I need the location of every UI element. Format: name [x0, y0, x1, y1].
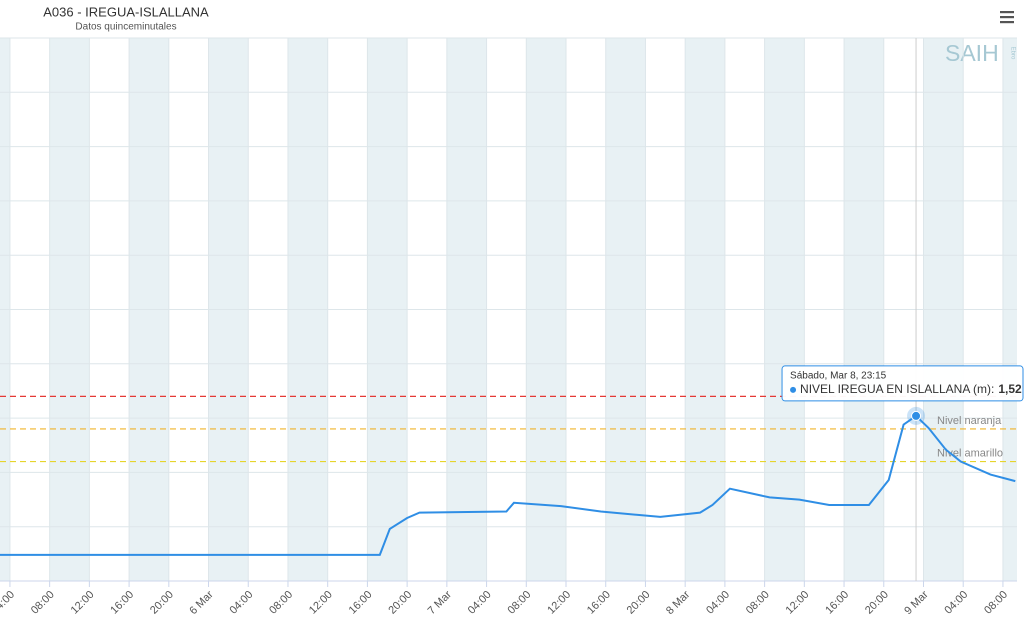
x-tick-label: 12:00 [784, 589, 812, 617]
x-tick-label: 04:00 [0, 589, 17, 617]
x-tick-label: 20:00 [863, 589, 891, 617]
x-tick-label: 08:00 [982, 589, 1010, 617]
menu-button[interactable] [1000, 11, 1014, 24]
chart-subtitle: Datos quinceminutales [75, 22, 176, 33]
x-tick-label: 20:00 [148, 589, 176, 617]
x-tick-label: 12:00 [307, 589, 335, 617]
logo: SAIH [945, 40, 999, 66]
tooltip-header: Sábado, Mar 8, 23:15 [790, 371, 887, 382]
x-tick-label: 08:00 [29, 589, 57, 617]
tooltip-value: 1,52 [998, 382, 1022, 396]
x-tick-label: 08:00 [267, 589, 295, 617]
threshold-label: Nivel naranja [937, 415, 1002, 427]
x-tick-label: 16:00 [823, 589, 851, 617]
tooltip-label: NIVEL IREGUA EN ISLALLANA (m): [800, 382, 994, 396]
x-tick-label: 04:00 [704, 589, 732, 617]
series-line [0, 414, 1016, 556]
x-tick-label: 08:00 [744, 589, 772, 617]
x-tick-label: 04:00 [227, 589, 255, 617]
x-tick-label: 20:00 [386, 589, 414, 617]
x-tick-label: 20:00 [625, 589, 653, 617]
chart-title: A036 - IREGUA-ISLALLANA [43, 4, 209, 19]
x-tick-label: 08:00 [506, 589, 534, 617]
logo-sub: Ebro [1009, 47, 1015, 60]
x-tick-label: 16:00 [347, 589, 375, 617]
x-tick-label: 7 Mar [426, 588, 455, 617]
x-tick-label: 16:00 [585, 589, 613, 617]
x-tick-label: 04:00 [466, 589, 494, 617]
x-tick-label: 12:00 [69, 589, 97, 617]
x-tick-label: 12:00 [545, 589, 573, 617]
tooltip-box [781, 365, 1024, 402]
x-tick-label: 16:00 [108, 589, 136, 617]
x-tick-label: 6 Mar [187, 588, 216, 617]
hover-point [911, 410, 922, 421]
tooltip-bullet [790, 386, 797, 393]
x-tick-label: 8 Mar [664, 588, 693, 617]
x-tick-label: 04:00 [942, 589, 970, 617]
x-tick-label: 9 Mar [902, 588, 931, 617]
